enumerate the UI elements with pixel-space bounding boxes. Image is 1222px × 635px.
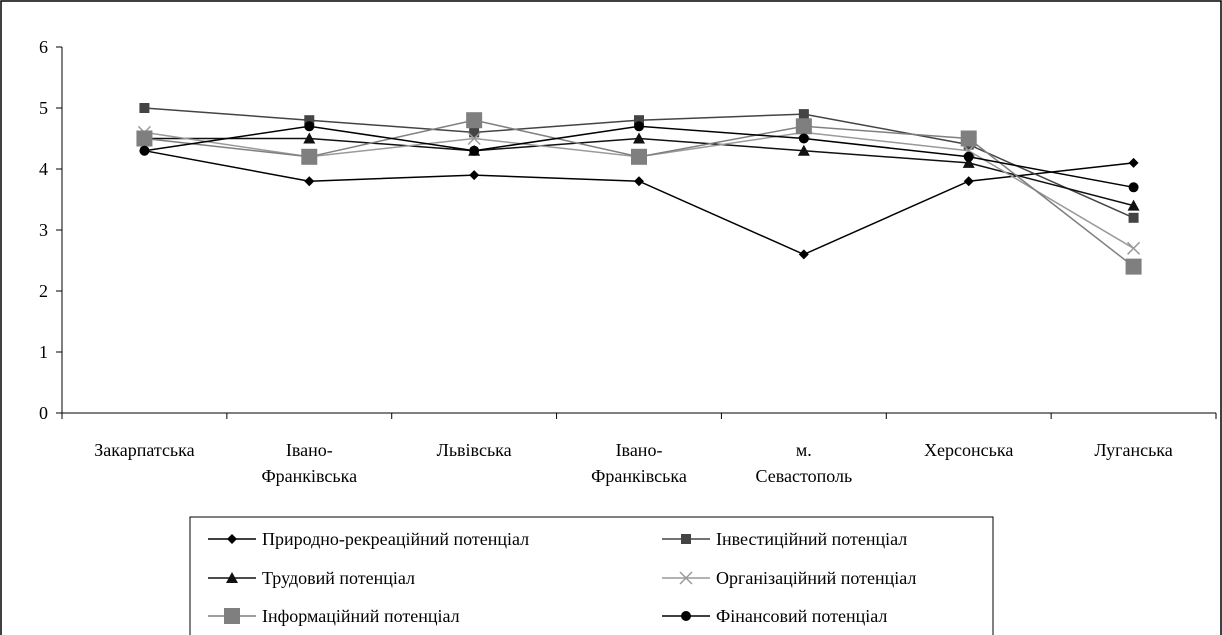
- data-point: [139, 103, 150, 113]
- data-point: [304, 121, 315, 132]
- legend-marker: [226, 572, 238, 583]
- y-tick-label: 6: [39, 37, 48, 57]
- series-6: [139, 121, 1139, 193]
- legend-label: Фінансовий потенціал: [716, 606, 887, 626]
- legend-item: Фінансовий потенціал: [662, 606, 887, 626]
- y-tick-label: 3: [39, 220, 48, 240]
- legend-item: Інформаційний потенціал: [208, 606, 460, 626]
- x-tick-label: Закарпатська: [94, 440, 194, 460]
- y-tick-label: 0: [39, 403, 48, 423]
- data-point: [1127, 199, 1140, 211]
- legend-marker: [679, 571, 693, 585]
- data-point: [963, 151, 974, 162]
- legend-marker: [681, 534, 691, 544]
- data-point: [795, 118, 812, 135]
- x-marker-stroke: [679, 571, 693, 585]
- x-tick-label: Львівська: [437, 440, 512, 460]
- legend-box: [189, 516, 994, 635]
- data-point: [469, 170, 480, 181]
- data-point: [631, 148, 647, 165]
- y-tick-label: 2: [39, 281, 48, 301]
- x-tick-label: Луганська: [1094, 440, 1172, 460]
- legend-item: Організаційний потенціал: [662, 568, 916, 588]
- legend-label: Організаційний потенціал: [716, 568, 916, 588]
- data-point: [304, 176, 315, 187]
- data-point: [634, 176, 644, 187]
- series-group: [136, 103, 1142, 275]
- data-point: [466, 112, 483, 129]
- x-tick-label: м. Севастополь: [756, 440, 853, 486]
- series-5: [136, 112, 1142, 275]
- legend-label: Інформаційний потенціал: [262, 606, 460, 626]
- axes: 0 1 2 3 4 5 6 Закарпатська Івано-Франківська Льві…: [39, 37, 1217, 486]
- data-point: [634, 121, 644, 132]
- data-point: [136, 130, 153, 147]
- x-marker-stroke: [467, 131, 481, 146]
- legend-marker: [681, 611, 691, 621]
- legend-item: Трудовий потенціал: [208, 568, 415, 588]
- legend-item: Природно-рекреаційний потенціал: [208, 529, 529, 549]
- legend-label: Інвестиційний потенціал: [716, 529, 907, 549]
- data-point: [960, 130, 977, 147]
- y-tick-label: 4: [39, 159, 48, 179]
- data-point: [469, 127, 480, 138]
- data-point: [1128, 157, 1139, 168]
- data-point: [1128, 182, 1139, 193]
- data-point: [798, 133, 809, 144]
- x-tick-label: Херсонська: [924, 440, 1013, 460]
- legend-item: Інвестиційний потенціал: [662, 529, 907, 549]
- data-point: [1127, 241, 1141, 255]
- data-point: [467, 131, 481, 146]
- legend: Природно-рекреаційний потенціал Інвестиці…: [189, 516, 994, 635]
- data-point: [1125, 258, 1142, 275]
- data-point: [304, 115, 315, 126]
- x-tick-label: Івано-Франківська: [591, 440, 687, 486]
- data-point: [962, 156, 975, 168]
- y-tick-label: 1: [39, 342, 48, 362]
- data-point: [139, 145, 150, 156]
- x-tick-label: Івано-Франківська: [261, 440, 357, 486]
- legend-label: Природно-рекреаційний потенціал: [262, 529, 529, 549]
- legend-marker: [227, 534, 237, 544]
- data-point: [963, 176, 974, 187]
- data-point: [798, 109, 809, 120]
- data-point: [633, 132, 645, 144]
- data-point: [469, 145, 480, 156]
- y-tick-label: 5: [39, 98, 48, 118]
- data-point: [798, 249, 809, 260]
- data-point: [303, 132, 316, 144]
- data-point: [301, 148, 318, 165]
- data-point: [634, 115, 644, 126]
- legend-marker: [224, 608, 240, 624]
- data-point: [1128, 212, 1139, 223]
- legend-label: Трудовий потенціал: [262, 568, 415, 588]
- data-point: [797, 144, 810, 156]
- x-marker-stroke: [1127, 241, 1141, 255]
